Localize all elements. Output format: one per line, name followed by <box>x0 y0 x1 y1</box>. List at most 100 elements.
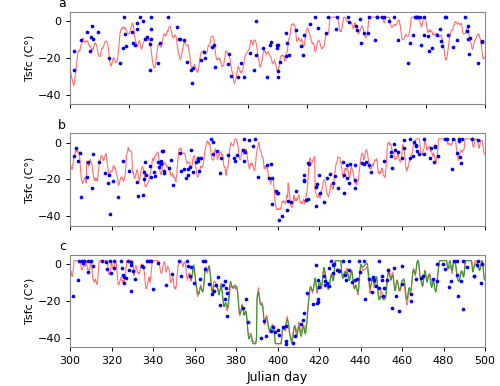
Point <box>77 194 85 200</box>
Point <box>146 174 154 181</box>
Point <box>232 157 239 164</box>
Point <box>168 271 176 278</box>
Point <box>476 280 484 286</box>
Point <box>223 313 231 319</box>
Point <box>190 279 198 286</box>
Point <box>224 61 232 67</box>
Point <box>366 169 374 175</box>
Point <box>454 37 462 43</box>
Point <box>122 31 130 37</box>
Point <box>134 193 141 200</box>
Point <box>310 301 318 307</box>
Point <box>244 319 252 325</box>
Point <box>273 42 281 48</box>
Point <box>398 262 406 269</box>
Point <box>450 44 458 50</box>
Point <box>156 40 164 46</box>
Point <box>186 264 194 270</box>
Point <box>208 44 216 51</box>
Point <box>314 277 322 283</box>
Point <box>132 276 140 283</box>
Point <box>272 188 280 194</box>
Point <box>304 196 312 202</box>
Point <box>438 38 446 44</box>
Point <box>86 48 94 54</box>
Point <box>186 164 194 170</box>
Point <box>254 174 262 180</box>
Point <box>447 278 455 284</box>
Point <box>436 26 444 32</box>
Point <box>323 175 331 181</box>
Point <box>394 149 402 155</box>
Point <box>147 14 155 20</box>
Point <box>213 147 221 154</box>
Point <box>285 52 293 58</box>
Point <box>457 160 465 166</box>
Point <box>282 340 290 347</box>
Point <box>76 151 84 157</box>
Point <box>300 310 308 316</box>
Point <box>406 136 413 142</box>
Point <box>391 147 399 154</box>
Point <box>474 137 482 143</box>
Point <box>351 162 359 168</box>
Point <box>314 299 322 305</box>
Point <box>252 52 260 58</box>
Point <box>180 166 188 172</box>
Point <box>222 285 230 291</box>
Point <box>420 32 428 39</box>
Point <box>424 32 432 39</box>
Point <box>271 328 279 335</box>
Point <box>370 36 378 42</box>
Point <box>84 269 92 275</box>
Point <box>428 45 436 51</box>
Point <box>120 158 128 164</box>
Point <box>224 152 232 158</box>
Point <box>76 257 84 264</box>
Point <box>395 308 403 315</box>
Point <box>102 259 110 265</box>
Point <box>268 174 276 181</box>
Point <box>201 257 209 264</box>
Point <box>282 338 290 344</box>
Point <box>274 332 282 339</box>
Point <box>387 153 395 159</box>
Point <box>87 34 95 40</box>
Point <box>474 60 482 66</box>
Point <box>242 296 250 303</box>
Point <box>291 333 299 339</box>
Point <box>226 51 234 57</box>
Point <box>300 172 308 178</box>
Point <box>186 273 194 279</box>
Point <box>409 152 417 159</box>
Point <box>201 55 209 61</box>
Point <box>194 158 202 164</box>
Point <box>126 261 134 267</box>
Point <box>305 161 313 168</box>
Point <box>177 168 185 174</box>
Point <box>406 291 414 298</box>
Point <box>322 30 330 36</box>
Point <box>105 172 113 178</box>
Point <box>360 257 368 264</box>
Point <box>442 266 450 273</box>
Point <box>282 30 290 37</box>
Point <box>192 159 200 165</box>
Point <box>290 340 298 346</box>
Point <box>256 335 264 341</box>
Point <box>122 275 130 281</box>
Point <box>282 323 290 329</box>
Point <box>373 14 381 20</box>
Point <box>400 145 408 151</box>
Point <box>346 257 354 264</box>
Point <box>412 14 420 20</box>
Point <box>267 327 275 334</box>
Point <box>478 39 486 45</box>
Point <box>240 74 248 80</box>
Point <box>263 73 271 80</box>
Point <box>228 73 235 79</box>
Point <box>103 266 111 273</box>
Point <box>442 136 450 142</box>
Point <box>398 281 406 287</box>
Point <box>173 24 181 30</box>
